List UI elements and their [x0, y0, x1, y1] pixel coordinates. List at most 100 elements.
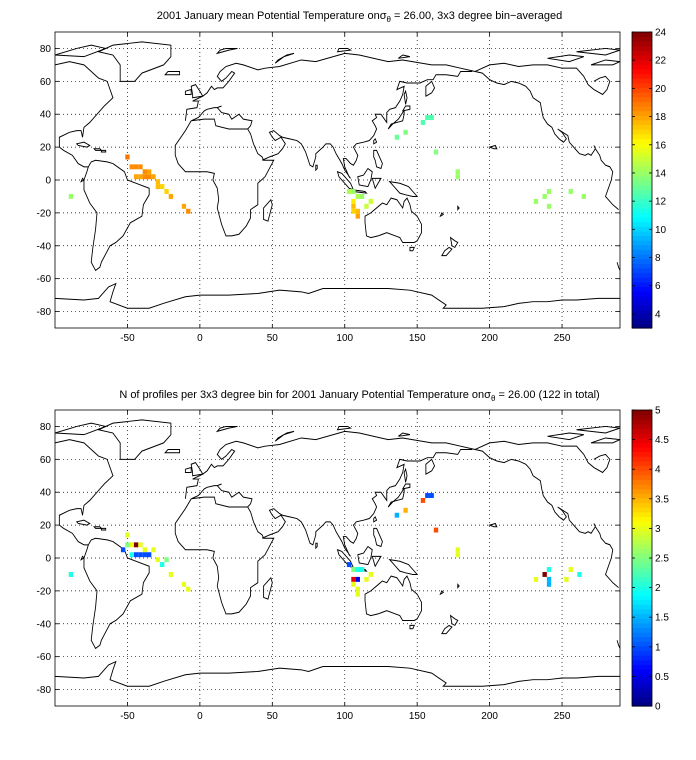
data-cell: [355, 591, 360, 597]
colorbar-segment: [632, 286, 652, 292]
colorbar-segment: [632, 291, 652, 297]
colorbar-segment: [632, 45, 652, 52]
y-tick-label: 80: [40, 44, 52, 55]
colorbar-tick-label: 1: [655, 642, 661, 653]
axes: -50 0 50 100 150 200 250 -80 -60 -40 -20 0 20 40 60 80: [37, 410, 620, 722]
data-cell: [346, 562, 352, 568]
colorbar-segment: [632, 553, 652, 559]
y-tick-label: -80: [37, 685, 52, 696]
x-tick-label: 100: [336, 711, 353, 722]
colorbar-segment: [632, 511, 652, 517]
colorbar-segment: [632, 50, 652, 56]
data-cell: [351, 581, 356, 587]
colorbar-segment: [632, 659, 652, 665]
data-cell: [546, 203, 552, 209]
data-cell: [577, 571, 582, 577]
colorbar-segment: [632, 55, 652, 61]
y-tick-label: 60: [40, 77, 52, 88]
colorbar-tick-label: 3: [655, 524, 661, 535]
data-cell: [394, 134, 400, 140]
colorbar-segment: [632, 604, 652, 610]
data-cell: [455, 174, 460, 180]
colorbar-tick-label: 10: [655, 225, 667, 236]
colorbar-segment: [632, 544, 652, 550]
colorbar-segment: [632, 599, 652, 605]
data-cell: [160, 562, 165, 568]
colorbar-tick-label: 4: [655, 465, 661, 476]
data-cell: [68, 571, 74, 577]
colorbar-segment: [632, 156, 652, 163]
colorbar-tick-label: 18: [655, 112, 667, 123]
colorbar-segment: [632, 304, 652, 311]
colorbar-segment: [632, 530, 652, 536]
data-cell: [533, 198, 539, 204]
data-cell: [433, 149, 439, 155]
colorbar-segment: [632, 193, 652, 200]
data-cell: [533, 576, 539, 582]
colorbar-segment: [632, 451, 652, 457]
colorbar-tick-label: 2: [655, 583, 661, 594]
colorbar-tick-label: 12: [655, 197, 667, 208]
data-cell: [168, 193, 174, 199]
data-cell: [125, 532, 130, 538]
data-cell: [351, 567, 356, 572]
data-cell: [359, 567, 365, 572]
colorbar-segment: [632, 650, 652, 656]
colorbar-segment: [632, 636, 652, 642]
colorbar-segment: [632, 235, 652, 241]
colorbar-segment: [632, 474, 652, 480]
colorbar-segment: [632, 410, 652, 416]
data-cell: [355, 208, 360, 214]
data-cell: [186, 208, 191, 214]
x-tick-label: 200: [481, 711, 498, 722]
data-cell: [351, 208, 356, 214]
x-tick-label: 150: [409, 711, 426, 722]
colorbar-segment: [632, 548, 652, 554]
chart-panel-2: N of profiles per 3x3 degree bin for 200…: [37, 389, 670, 722]
y-tick-label: -40: [37, 241, 52, 252]
data-cell: [155, 184, 161, 190]
colorbar-segment: [632, 521, 652, 527]
colorbar-segment: [632, 133, 652, 139]
data-cell: [168, 571, 174, 577]
colorbar-segment: [632, 433, 652, 439]
x-tick-label: 150: [409, 333, 426, 344]
data-cell: [403, 507, 408, 513]
chart-title: N of profiles per 3x3 degree bin for 200…: [119, 389, 599, 403]
data-cells: [68, 115, 586, 219]
data-cell: [155, 179, 161, 185]
colorbar-segment: [632, 576, 652, 582]
data-cell: [546, 189, 552, 194]
colorbar-segment: [632, 272, 652, 278]
data-cell: [129, 542, 134, 548]
colorbar-segment: [632, 460, 652, 467]
data-cell: [142, 552, 147, 558]
colorbar-segment: [632, 497, 652, 504]
data-cell: [420, 119, 426, 125]
colorbar-segment: [632, 632, 652, 638]
colorbar-tick-label: 16: [655, 140, 667, 151]
colorbar-segment: [632, 161, 652, 167]
data-cell: [68, 193, 74, 199]
data-cell: [568, 189, 573, 194]
data-cell: [420, 497, 426, 503]
colorbar-segment: [632, 78, 652, 84]
y-tick-label: 20: [40, 521, 52, 532]
colorbar-segment: [632, 180, 652, 186]
data-cell: [160, 184, 165, 190]
colorbar-segment: [632, 267, 652, 274]
y-tick-label: 80: [40, 422, 52, 433]
data-cell: [425, 493, 430, 498]
colorbar-segment: [632, 664, 652, 670]
data-cell: [129, 164, 134, 170]
y-tick-label: 60: [40, 455, 52, 466]
data-cell: [568, 567, 573, 572]
y-tick-label: 0: [45, 554, 51, 565]
colorbar-segment: [632, 138, 652, 144]
data-cell: [181, 581, 187, 587]
colorbar-tick-label: 24: [655, 28, 667, 39]
colorbar-segment: [632, 669, 652, 675]
colorbar-segment: [632, 73, 652, 79]
colorbar-tick-label: 4: [655, 309, 661, 320]
